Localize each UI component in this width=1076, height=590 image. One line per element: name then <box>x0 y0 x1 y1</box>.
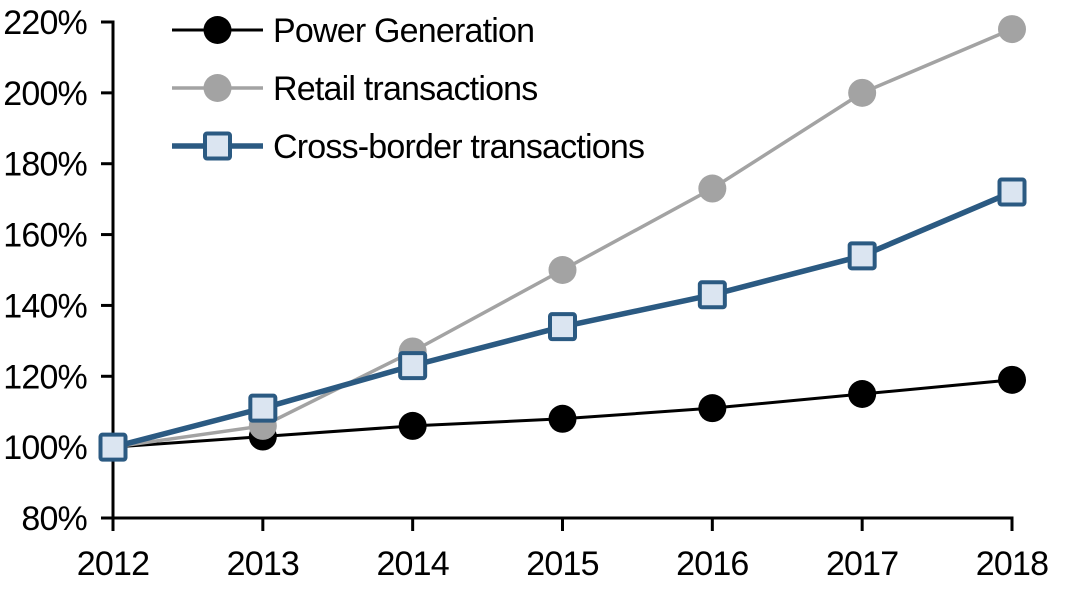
data-point-marker <box>398 411 427 440</box>
series-retail-transactions <box>99 15 1026 462</box>
y-tick-label: 200% <box>3 75 87 113</box>
data-point-marker <box>848 78 877 107</box>
legend-label: Cross-border transactions <box>273 128 644 166</box>
x-tick-label: 2014 <box>376 545 448 583</box>
data-point-marker <box>998 15 1026 44</box>
data-point-marker <box>398 351 428 381</box>
data-point-marker <box>847 241 877 271</box>
plot-area <box>98 15 1027 462</box>
y-tick-label: 120% <box>3 358 87 396</box>
data-point-marker <box>697 280 727 310</box>
data-point-marker <box>248 393 278 423</box>
data-point-marker <box>698 174 727 203</box>
legend-label: Retail transactions <box>273 70 538 108</box>
x-tick-label: 2017 <box>826 545 898 583</box>
axes: 80% 100% 120% 140% 160% 180% 200% 220% 2012 2013 2… <box>3 4 1049 583</box>
x-tick-label: 2013 <box>227 545 299 583</box>
legend-marker-circle-icon <box>203 74 232 102</box>
x-tick-label: 2015 <box>526 545 598 583</box>
data-point-marker <box>848 380 877 408</box>
legend-marker-square-icon <box>203 131 232 161</box>
x-tick-label: 2016 <box>676 545 748 583</box>
y-tick-label: 160% <box>3 217 87 255</box>
y-tick-label: 220% <box>3 4 87 42</box>
legend-marker-circle-icon <box>203 16 232 44</box>
data-point-marker <box>548 404 577 433</box>
x-tick-label: 2012 <box>77 545 149 583</box>
y-tick-label: 140% <box>3 287 87 325</box>
legend-item-retail-transactions: Retail transactions <box>172 70 538 108</box>
legend-item-power-generation: Power Generation <box>172 12 535 50</box>
y-tick-label: 80% <box>21 500 87 538</box>
legend: Power Generation Retail transactions Cro… <box>172 12 645 166</box>
data-point-marker <box>548 312 577 342</box>
x-tick-label: 2018 <box>976 545 1048 583</box>
y-tick-label: 100% <box>3 429 87 467</box>
legend-item-cross-border-transactions: Cross-border transactions <box>172 128 645 166</box>
data-point-marker <box>998 365 1026 394</box>
data-point-marker <box>698 394 727 423</box>
legend-label: Power Generation <box>273 12 534 50</box>
series-line <box>112 27 1013 449</box>
y-tick-label: 180% <box>3 146 87 184</box>
data-point-marker <box>997 177 1027 207</box>
data-point-marker <box>548 256 577 284</box>
data-point-marker <box>98 432 128 462</box>
series-cross-border-transactions <box>98 177 1027 462</box>
